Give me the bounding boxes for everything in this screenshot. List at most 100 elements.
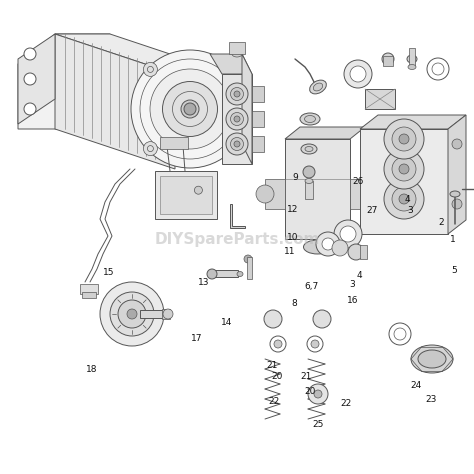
Circle shape — [340, 226, 356, 242]
Ellipse shape — [24, 48, 36, 60]
Ellipse shape — [301, 144, 317, 154]
Bar — [252, 111, 264, 127]
Polygon shape — [210, 54, 252, 74]
Bar — [247, 257, 252, 279]
Ellipse shape — [304, 116, 316, 122]
Circle shape — [399, 134, 409, 144]
Bar — [82, 292, 96, 298]
Text: 23: 23 — [426, 395, 437, 403]
Text: 4: 4 — [405, 195, 410, 203]
Polygon shape — [18, 34, 55, 124]
Ellipse shape — [382, 53, 394, 65]
Ellipse shape — [232, 51, 242, 57]
Circle shape — [118, 300, 146, 328]
Text: 4: 4 — [356, 272, 362, 280]
Ellipse shape — [24, 103, 36, 115]
Text: 20: 20 — [305, 387, 316, 395]
Ellipse shape — [181, 100, 199, 118]
Text: 21: 21 — [301, 373, 312, 381]
Bar — [365, 89, 395, 109]
Bar — [350, 179, 370, 209]
Circle shape — [100, 282, 164, 346]
Polygon shape — [242, 54, 252, 164]
Ellipse shape — [256, 185, 274, 203]
Text: 17: 17 — [191, 335, 202, 343]
Ellipse shape — [230, 88, 244, 100]
Ellipse shape — [313, 83, 323, 91]
Polygon shape — [230, 204, 245, 228]
Text: 22: 22 — [340, 400, 352, 408]
Text: 9: 9 — [292, 173, 298, 182]
Ellipse shape — [163, 82, 218, 137]
Circle shape — [399, 194, 409, 204]
Polygon shape — [222, 74, 252, 164]
Bar — [252, 136, 264, 152]
Ellipse shape — [230, 137, 244, 151]
Text: 22: 22 — [268, 397, 279, 406]
Polygon shape — [360, 115, 466, 129]
Circle shape — [308, 384, 328, 404]
Bar — [383, 56, 393, 66]
Bar — [252, 86, 264, 102]
Circle shape — [452, 199, 462, 209]
Bar — [162, 309, 170, 319]
Text: 13: 13 — [198, 278, 210, 286]
Circle shape — [392, 187, 416, 211]
Bar — [155, 171, 217, 219]
Circle shape — [452, 139, 462, 149]
Bar — [409, 48, 415, 66]
Ellipse shape — [24, 73, 36, 85]
Text: 15: 15 — [103, 268, 115, 277]
Ellipse shape — [408, 64, 416, 70]
Circle shape — [194, 186, 202, 194]
Ellipse shape — [450, 191, 460, 197]
Ellipse shape — [237, 272, 243, 276]
Circle shape — [144, 142, 157, 155]
Polygon shape — [55, 34, 175, 169]
Ellipse shape — [234, 116, 240, 122]
Bar — [360, 129, 448, 234]
Polygon shape — [18, 34, 110, 129]
Circle shape — [223, 63, 237, 76]
Ellipse shape — [234, 91, 240, 97]
Bar — [140, 310, 164, 318]
Text: 14: 14 — [221, 318, 232, 327]
Text: 20: 20 — [272, 373, 283, 381]
Ellipse shape — [303, 240, 331, 254]
Text: 1: 1 — [450, 235, 456, 244]
Circle shape — [332, 240, 348, 256]
Text: 21: 21 — [266, 362, 277, 370]
Text: 3: 3 — [407, 207, 413, 215]
Ellipse shape — [163, 309, 173, 319]
Ellipse shape — [150, 69, 230, 149]
Circle shape — [244, 255, 252, 263]
Polygon shape — [285, 127, 365, 139]
Bar — [305, 181, 313, 199]
Circle shape — [110, 292, 154, 336]
Text: 16: 16 — [347, 297, 359, 305]
Circle shape — [144, 63, 157, 76]
Text: 3: 3 — [349, 280, 355, 289]
Polygon shape — [448, 115, 466, 234]
Text: 5: 5 — [451, 266, 457, 274]
Circle shape — [334, 220, 362, 248]
Ellipse shape — [230, 112, 244, 126]
Circle shape — [207, 269, 217, 279]
Ellipse shape — [131, 50, 249, 168]
Text: 11: 11 — [284, 247, 296, 255]
Circle shape — [384, 149, 424, 189]
Bar — [80, 284, 98, 294]
Text: 6,7: 6,7 — [305, 283, 319, 291]
Text: DIYSpareParts.com: DIYSpareParts.com — [155, 231, 319, 246]
Bar — [265, 179, 285, 209]
Circle shape — [399, 164, 409, 174]
Circle shape — [344, 60, 372, 88]
Circle shape — [322, 238, 334, 250]
Text: 24: 24 — [410, 381, 421, 390]
Bar — [285, 139, 350, 239]
Ellipse shape — [411, 345, 453, 373]
Text: 10: 10 — [287, 233, 298, 241]
Ellipse shape — [300, 113, 320, 125]
Circle shape — [316, 232, 340, 256]
Circle shape — [384, 119, 424, 159]
